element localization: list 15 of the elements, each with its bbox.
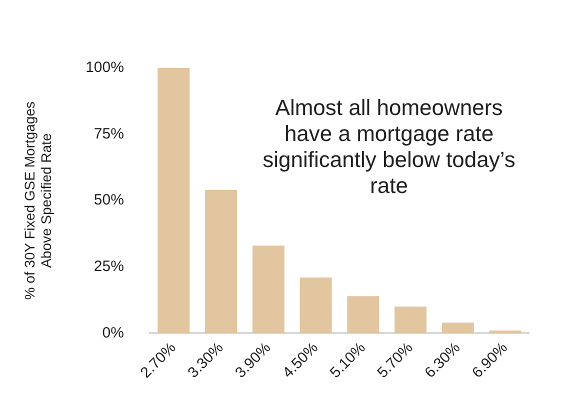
- bar: [205, 190, 238, 334]
- bar: [442, 322, 474, 334]
- bar: [347, 296, 380, 334]
- y-tick-label: 25%: [94, 258, 124, 276]
- y-axis-title: % of 30Y Fixed GSE Mortgages Above Specified Rate: [21, 102, 54, 300]
- bar: [489, 330, 522, 334]
- bar: [158, 68, 190, 334]
- y-tick-label: 50%: [94, 192, 124, 209]
- y-tick-label: 100%: [86, 59, 124, 76]
- bar: [252, 246, 284, 334]
- bar: [394, 306, 427, 334]
- y-tick-label: 75%: [94, 125, 124, 142]
- bar: [300, 278, 332, 334]
- annotation: Almost all homeowners have a mortgage rate significantly below today’s rate: [262, 95, 516, 198]
- y-tick-label: 0%: [102, 324, 124, 342]
